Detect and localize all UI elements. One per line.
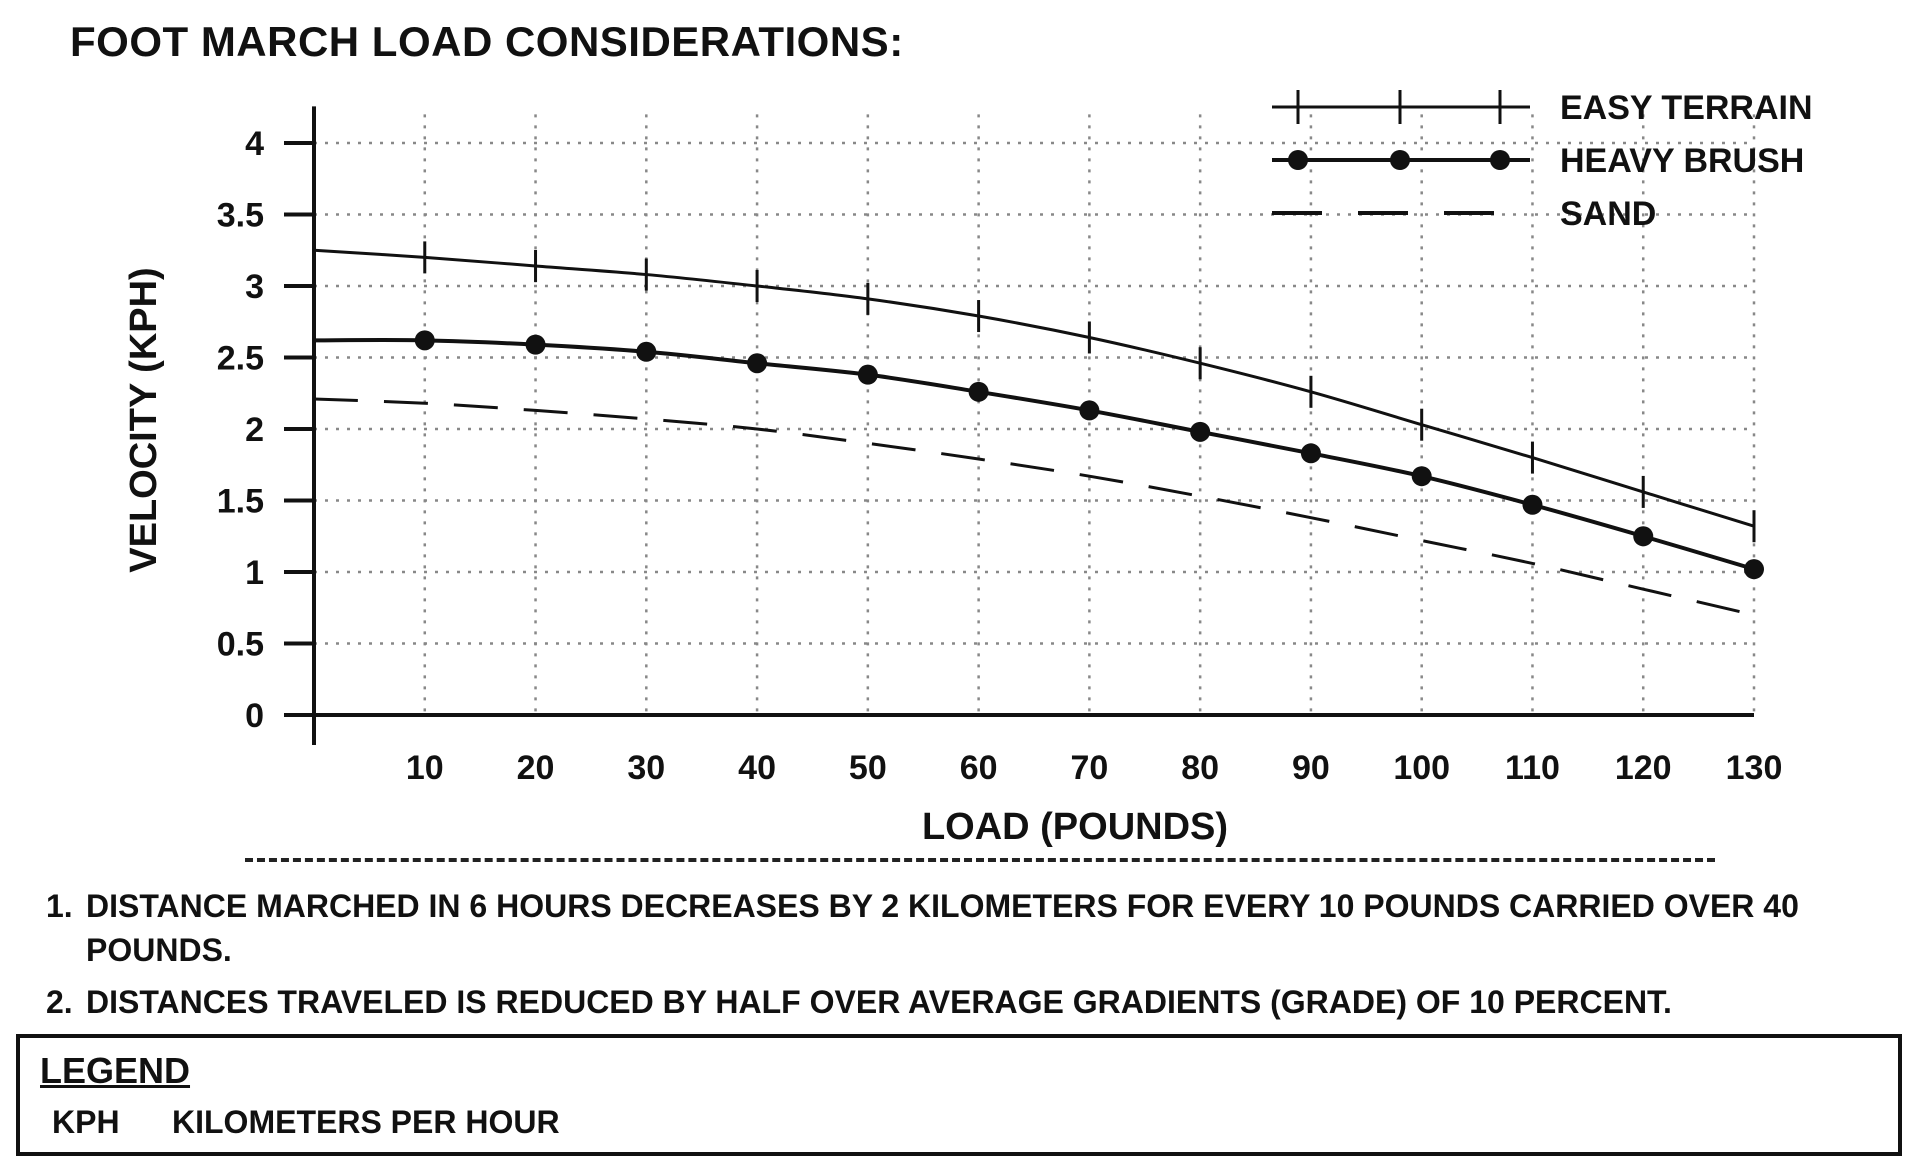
x-tick-label: 90 (1292, 749, 1330, 787)
series-line (313, 248, 1755, 528)
chart-legend: EASY TERRAIN HEAVY BRUSH SAND (1272, 89, 1813, 233)
legend-box-title: LEGEND (40, 1050, 191, 1091)
legend-marker-dot (1288, 150, 1308, 170)
y-tick-label: 1.5 (217, 483, 264, 521)
x-tick-label: 30 (627, 749, 665, 787)
x-tick-label: 60 (960, 749, 998, 787)
series-line (313, 397, 1755, 617)
x-tick-label: 100 (1393, 749, 1450, 787)
series-sand (313, 397, 1755, 617)
abbreviation-legend-box: LEGEND KPH KILOMETERS PER HOUR (16, 1034, 1902, 1156)
y-tick-label: 4 (245, 125, 264, 163)
x-tick-label: 70 (1070, 749, 1108, 787)
legend-marker-dot (1490, 150, 1510, 170)
data-point-dot (968, 381, 989, 402)
data-point-dot (525, 334, 546, 355)
x-tick-label: 80 (1181, 749, 1219, 787)
data-point-dot (1633, 526, 1654, 547)
data-point-dot (1744, 559, 1764, 580)
x-tick-label: 50 (849, 749, 887, 787)
legend-meaning: KILOMETERS PER HOUR (172, 1104, 560, 1140)
data-point-dot (636, 341, 657, 362)
x-tick-label: 130 (1726, 749, 1783, 787)
x-tick-label: 20 (517, 749, 555, 787)
data-point-dot (857, 364, 878, 385)
grid-lines (314, 114, 1756, 715)
y-tick-label: 2 (245, 411, 264, 449)
data-point-dot (1190, 421, 1211, 442)
legend-label: HEAVY BRUSH (1560, 142, 1804, 180)
series-line (313, 338, 1755, 572)
y-tick-label: 3 (245, 268, 264, 306)
x-tick-label: 110 (1505, 749, 1560, 787)
x-tick-label: 10 (406, 749, 444, 787)
x-tick-label: 120 (1615, 749, 1672, 787)
velocity-load-chart: 0 0.5 1 1.5 2 2.5 3 3.5 4 10 20 30 40 50 60 70 80 90 100 11… (123, 89, 1813, 848)
legend-abbreviation: KPH (52, 1104, 120, 1140)
axes (312, 106, 1754, 745)
data-point-dot (1079, 400, 1100, 421)
legend-label: EASY TERRAIN (1560, 89, 1813, 127)
legend-label: SAND (1560, 195, 1656, 233)
axis-ticks: 0 0.5 1 1.5 2 2.5 3 3.5 4 10 20 30 40 50 60 70 80 90 100 11… (217, 125, 1783, 787)
data-point-dot (747, 353, 768, 374)
note-number: 2. (46, 984, 73, 1020)
data-point-dot (414, 330, 435, 351)
series-layer (313, 241, 1764, 617)
y-tick-label: 0.5 (217, 626, 264, 664)
legend-item-heavy-brush: HEAVY BRUSH (1272, 142, 1804, 180)
data-point-dot (1522, 494, 1543, 515)
notes-list: 1. DISTANCE MARCHED IN 6 HOURS DECREASES… (46, 884, 1886, 1032)
legend-entry: KPH KILOMETERS PER HOUR (52, 1104, 560, 1141)
note-text: DISTANCE MARCHED IN 6 HOURS DECREASES BY… (86, 888, 1799, 968)
series-easy-terrain (313, 241, 1756, 543)
data-point-dot (1300, 443, 1321, 464)
note-text: DISTANCES TRAVELED IS REDUCED BY HALF OV… (86, 984, 1672, 1020)
note-number: 1. (46, 888, 73, 924)
y-tick-label: 3.5 (217, 197, 264, 235)
note-item: 2. DISTANCES TRAVELED IS REDUCED BY HALF… (46, 980, 1886, 1024)
y-tick-label: 0 (245, 697, 264, 735)
y-tick-label: 2.5 (217, 340, 264, 378)
note-item: 1. DISTANCE MARCHED IN 6 HOURS DECREASES… (46, 884, 1886, 972)
x-axis-label: LOAD (POUNDS) (922, 806, 1228, 848)
legend-marker-dot (1390, 150, 1410, 170)
legend-item-easy-terrain: EASY TERRAIN (1272, 89, 1813, 127)
legend-item-sand: SAND (1272, 195, 1656, 233)
x-tick-label: 40 (738, 749, 776, 787)
series-heavy-brush (313, 330, 1764, 580)
page-title: FOOT MARCH LOAD CONSIDERATIONS: (70, 18, 904, 65)
y-tick-label: 1 (245, 554, 264, 592)
y-axis-label: VELOCITY (KPH) (123, 267, 165, 572)
dashed-separator (245, 858, 1715, 862)
data-point-dot (1411, 466, 1432, 487)
